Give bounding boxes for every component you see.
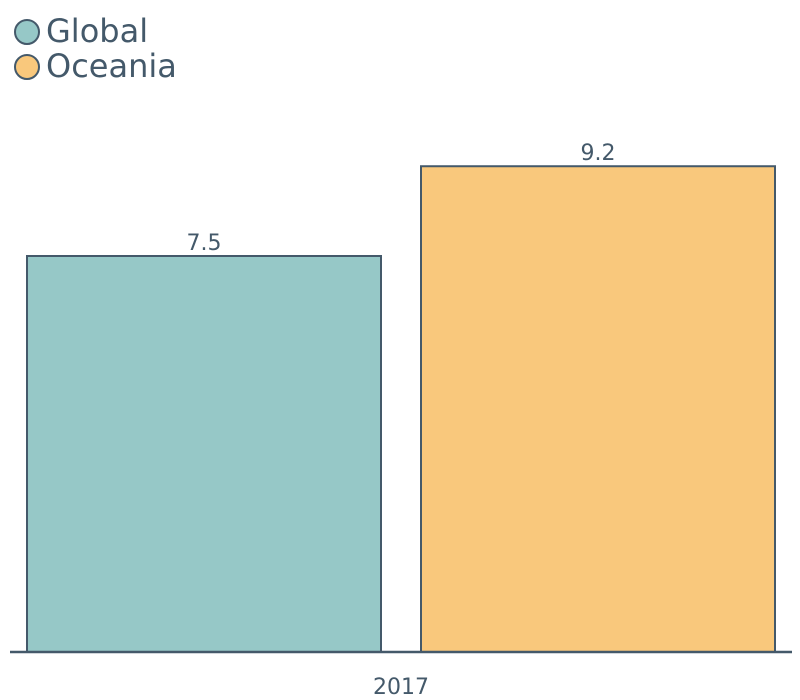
legend-swatch-oceania: [14, 53, 40, 80]
legend: Global Oceania: [14, 14, 177, 84]
legend-swatch-global: [14, 18, 40, 45]
value-label-global: 7.5: [187, 231, 222, 256]
bar-global-2017: [26, 255, 382, 653]
legend-label-oceania: Oceania: [46, 47, 177, 85]
legend-item-global: Global: [14, 14, 177, 49]
x-tick-label-2017: 2017: [373, 675, 429, 700]
legend-label-global: Global: [46, 12, 149, 50]
bar-oceania-2017: [420, 165, 776, 654]
value-label-oceania: 9.2: [581, 141, 616, 166]
legend-item-oceania: Oceania: [14, 49, 177, 84]
